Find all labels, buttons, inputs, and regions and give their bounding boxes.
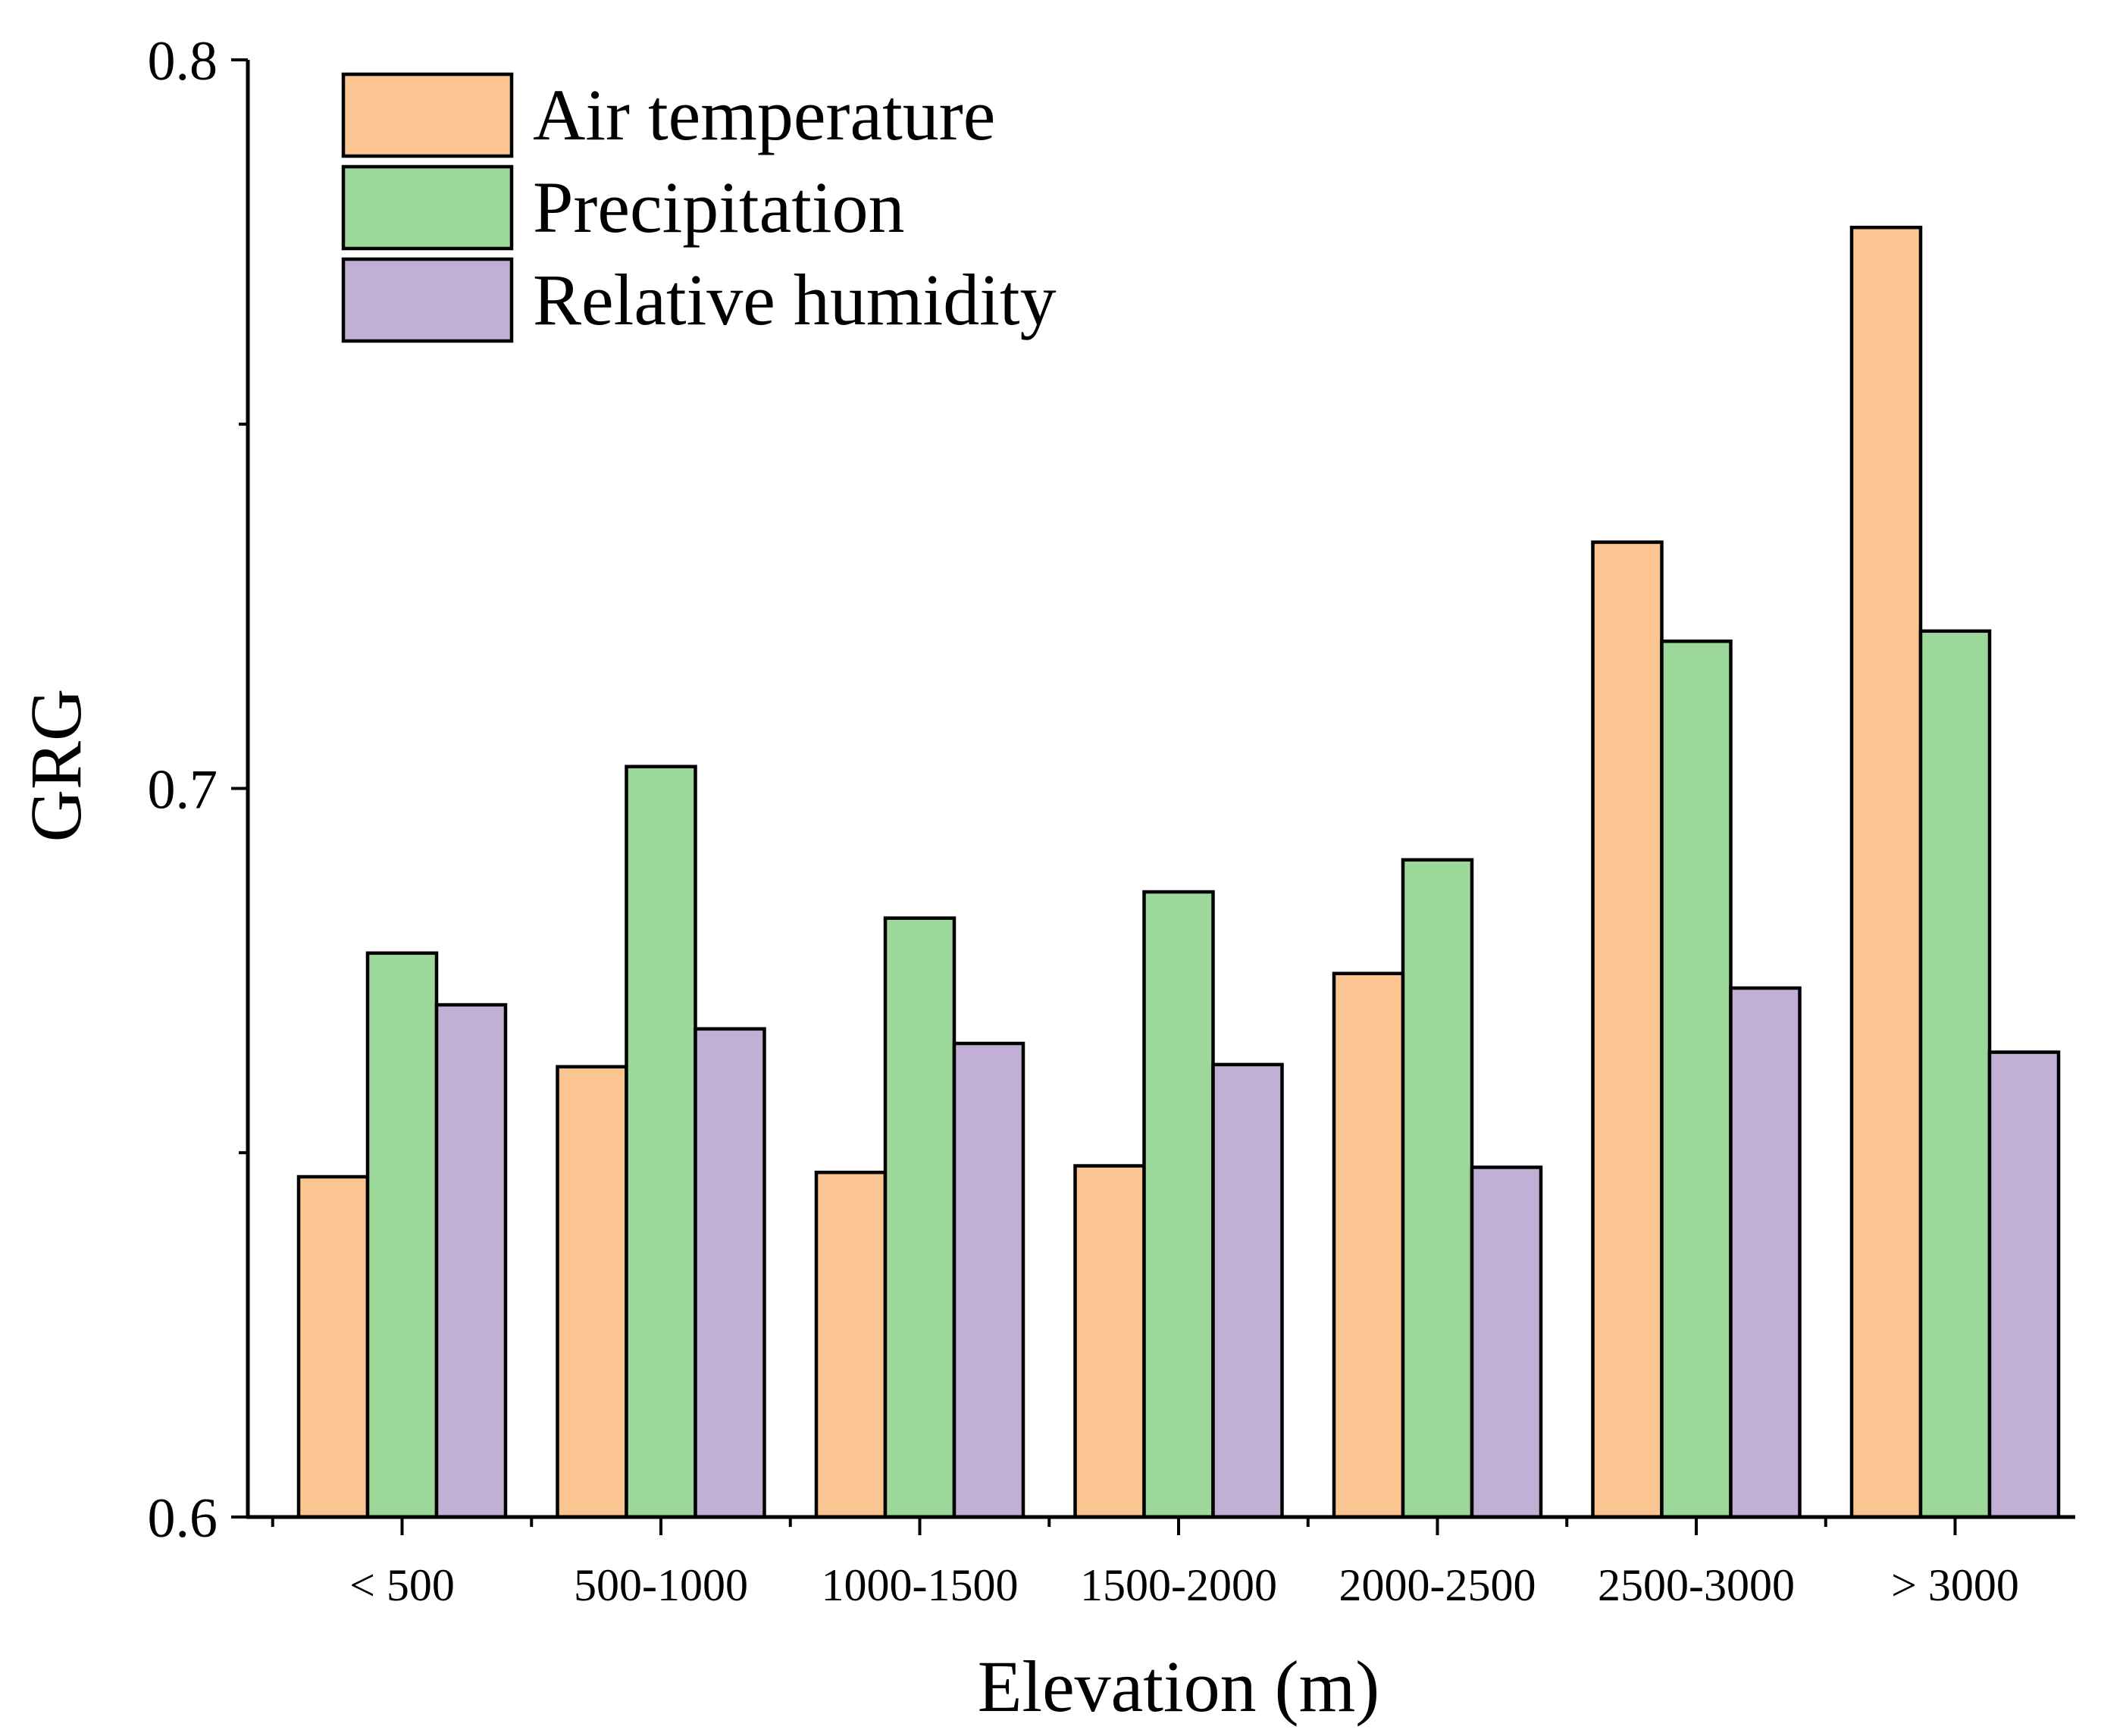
- bar-relative-humidity-1: [694, 1027, 766, 1519]
- bar-precipitation-4: [1401, 858, 1474, 1519]
- legend: Air temperature Precipitation Relative hum…: [341, 72, 1057, 343]
- bar-relative-humidity-3: [1211, 1062, 1284, 1519]
- bar-precipitation-3: [1142, 890, 1215, 1519]
- legend-swatch-relative-humidity: [341, 257, 514, 343]
- x-tick-label: 1000-1500: [822, 1560, 1019, 1610]
- y-tick-label: 0.7: [148, 759, 218, 821]
- labels-layer: 0.6 0.7 0.8 < 500 500-1000 1000-1500 1500-2000…: [15, 30, 2019, 1727]
- bar-relative-humidity-6: [1987, 1050, 2061, 1519]
- bar-air-temperature-4: [1332, 971, 1405, 1519]
- bar-air-temperature-1: [556, 1065, 628, 1519]
- bar-relative-humidity-0: [434, 1003, 508, 1519]
- bar-precipitation-5: [1660, 640, 1733, 1519]
- legend-label-air-temperature: Air temperature: [533, 74, 995, 155]
- legend-label-relative-humidity: Relative humidity: [533, 259, 1057, 340]
- legend-swatch-precipitation: [341, 164, 514, 251]
- bars-layer: [296, 225, 2061, 1519]
- bar-relative-humidity-5: [1729, 986, 1802, 1519]
- x-tick-label: > 3000: [1891, 1560, 2019, 1610]
- bar-air-temperature-5: [1591, 540, 1664, 1519]
- x-tick-label: 500-1000: [574, 1560, 748, 1610]
- y-axis-title: GRG: [15, 689, 96, 843]
- y-tick-label: 0.8: [148, 30, 218, 92]
- bar-precipitation-0: [365, 951, 439, 1519]
- bar-air-temperature-0: [296, 1175, 370, 1519]
- x-tick-label: 2500-3000: [1598, 1560, 1795, 1610]
- legend-swatch-air-temperature: [341, 72, 514, 158]
- bar-precipitation-2: [883, 916, 957, 1519]
- bar-relative-humidity-2: [952, 1041, 1025, 1519]
- x-axis-title: Elevation (m): [978, 1646, 1379, 1727]
- y-tick-label: 0.6: [148, 1487, 218, 1550]
- x-tick-label: < 500: [349, 1560, 455, 1610]
- x-tick-label: 1500-2000: [1080, 1560, 1277, 1610]
- legend-label-precipitation: Precipitation: [533, 167, 905, 248]
- axes-layer: [231, 58, 2075, 1535]
- bar-air-temperature-2: [814, 1170, 888, 1519]
- bar-precipitation-1: [625, 765, 697, 1519]
- bar-air-temperature-6: [1849, 225, 1923, 1519]
- bar-precipitation-6: [1918, 629, 1992, 1519]
- x-tick-label: 2000-2500: [1339, 1560, 1536, 1610]
- bar-air-temperature-3: [1073, 1164, 1146, 1519]
- bar-relative-humidity-4: [1470, 1165, 1543, 1519]
